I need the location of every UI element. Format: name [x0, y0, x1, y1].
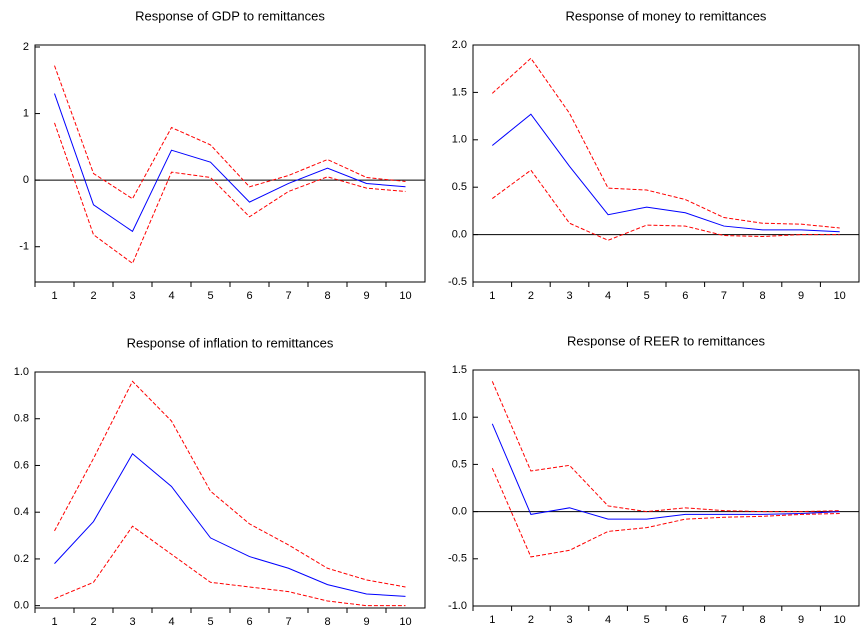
x-tick-label: 6	[246, 616, 252, 628]
chart-title: Response of money to remittances	[566, 8, 767, 23]
y-tick-label: 0.5	[452, 458, 467, 470]
x-tick-label: 3	[566, 614, 572, 626]
x-tick-label: 10	[399, 290, 411, 302]
x-tick-label: 7	[285, 616, 291, 628]
y-tick-label: 0.2	[14, 553, 29, 565]
x-tick-label: 7	[285, 290, 291, 302]
x-tick-label: 2	[90, 616, 96, 628]
plot-frame	[472, 44, 860, 283]
x-tick-label: 6	[246, 290, 252, 302]
y-tick-label: 0.0	[452, 229, 467, 241]
y-tick-label: 0	[23, 174, 29, 186]
x-tick-label: 4	[168, 290, 174, 302]
x-tick-label: 3	[129, 616, 135, 628]
x-tick-label: 4	[605, 290, 611, 302]
plot-frame	[34, 44, 426, 283]
x-tick-label: 2	[90, 290, 96, 302]
y-tick-label: 1.0	[14, 366, 29, 378]
chart-title: Response of GDP to remittances	[135, 8, 325, 23]
series-line	[491, 57, 840, 229]
chart-title: Response of inflation to remittances	[127, 335, 334, 350]
series-line	[54, 380, 406, 588]
y-tick-label: 0.8	[14, 413, 29, 425]
x-tick-label: 8	[759, 614, 765, 626]
x-tick-label: 5	[207, 290, 213, 302]
y-tick-label: 0.5	[452, 181, 467, 193]
x-tick-label: 5	[644, 614, 650, 626]
x-tick-label: 8	[324, 616, 330, 628]
x-tick-label: 10	[834, 614, 846, 626]
x-tick-label: 9	[798, 614, 804, 626]
x-tick-label: 4	[168, 616, 174, 628]
series-line	[54, 93, 406, 233]
y-tick-label: 2	[23, 41, 29, 53]
x-tick-label: 5	[207, 616, 213, 628]
y-tick-label: -0.5	[448, 553, 467, 565]
x-tick-label: 1	[51, 290, 57, 302]
y-tick-label: 0.6	[14, 459, 29, 471]
y-tick-label: 1	[23, 107, 29, 119]
y-tick-label: -0.5	[448, 276, 467, 288]
y-tick-label: 0.0	[452, 506, 467, 518]
y-tick-label: -1.0	[448, 600, 467, 612]
x-tick-label: 10	[834, 290, 846, 302]
series-line	[491, 381, 840, 513]
y-tick-label: 1.5	[452, 86, 467, 98]
series-line	[54, 65, 406, 200]
x-tick-label: 8	[324, 290, 330, 302]
series-line	[54, 525, 406, 607]
y-tick-label: 1.5	[452, 364, 467, 376]
x-tick-label: 6	[682, 290, 688, 302]
y-tick-label: 2.0	[452, 39, 467, 51]
x-tick-label: 9	[798, 290, 804, 302]
x-tick-label: 9	[363, 616, 369, 628]
x-tick-label: 1	[489, 290, 495, 302]
series-line	[491, 113, 840, 233]
x-tick-label: 7	[721, 290, 727, 302]
x-tick-label: 10	[399, 616, 411, 628]
x-tick-label: 7	[721, 614, 727, 626]
y-tick-label: 0.0	[14, 600, 29, 612]
plot-frame	[34, 371, 426, 609]
x-tick-label: 8	[759, 290, 765, 302]
x-tick-label: 1	[489, 614, 495, 626]
x-tick-label: 2	[528, 290, 534, 302]
series-line	[54, 453, 406, 597]
x-tick-label: 3	[566, 290, 572, 302]
y-tick-label: 1.0	[452, 134, 467, 146]
x-tick-label: 5	[644, 290, 650, 302]
y-tick-label: 0.4	[14, 506, 29, 518]
chart-title: Response of REER to remittances	[567, 333, 765, 348]
plot-frame	[472, 369, 860, 607]
y-tick-label: -1	[19, 241, 29, 253]
x-tick-label: 2	[528, 614, 534, 626]
series-line	[491, 467, 840, 558]
x-tick-label: 1	[51, 616, 57, 628]
series-line	[491, 423, 840, 520]
series-line	[492, 169, 840, 241]
y-tick-label: 1.0	[452, 411, 467, 423]
x-tick-label: 6	[682, 614, 688, 626]
x-tick-label: 9	[363, 290, 369, 302]
series-line	[54, 122, 406, 265]
x-tick-label: 4	[605, 614, 611, 626]
x-tick-label: 3	[129, 290, 135, 302]
